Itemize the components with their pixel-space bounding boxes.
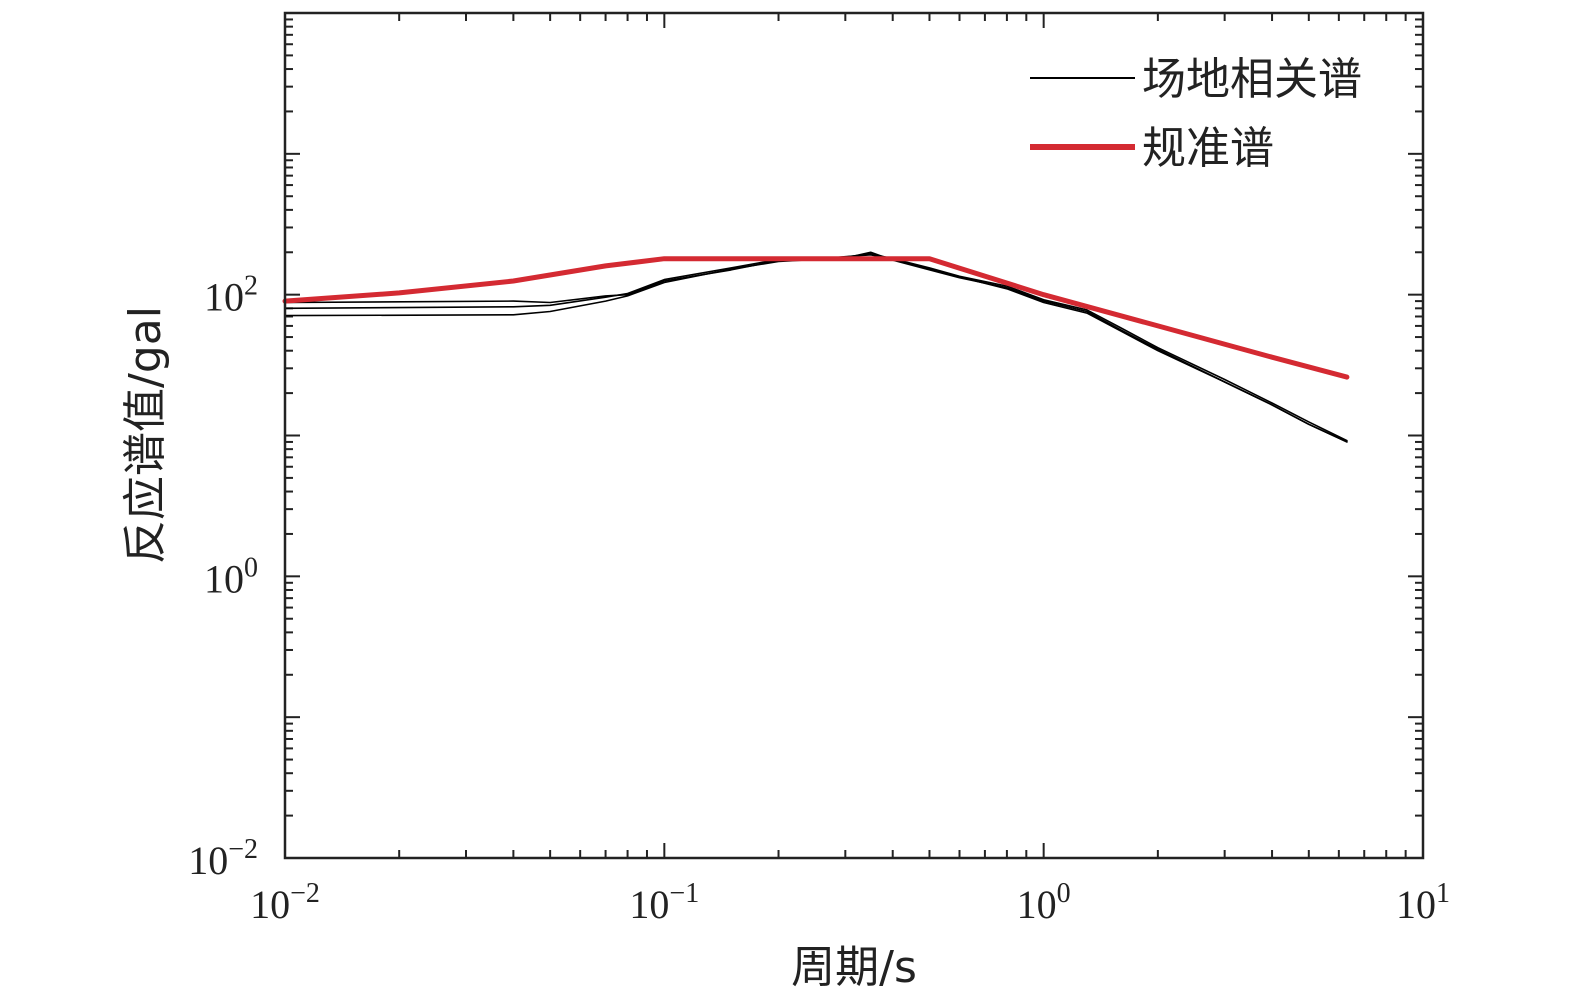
y-tick-label: 102	[204, 271, 258, 320]
series-line-site-spectrum-1	[284, 251, 1348, 443]
series-line-code-spectrum	[282, 256, 1350, 380]
legend: 场地相关谱 规准谱	[1030, 54, 1362, 174]
x-tick-label: 10−1	[629, 878, 699, 927]
x-tick-labels: 10−2 10−1 100 101	[250, 878, 1450, 927]
x-tick-label: 10−2	[250, 878, 320, 927]
legend-label-site-spectrum: 场地相关谱	[1142, 54, 1362, 105]
series-line-site-spectrum-0	[284, 253, 1348, 442]
series-layer	[282, 251, 1350, 443]
x-tick-label: 100	[1017, 878, 1071, 927]
plot-frame	[283, 11, 1425, 860]
y-tick-label: 100	[204, 552, 258, 601]
y-tick-labels: 10−2 100 102	[188, 271, 258, 883]
legend-label-code-spectrum: 规准谱	[1142, 123, 1274, 174]
x-tick-label: 101	[1396, 878, 1450, 927]
x-axis-title: 周期/s	[791, 942, 917, 993]
x-minor-ticks	[284, 13, 1424, 858]
series-line-site-spectrum-2	[284, 254, 1348, 443]
y-axis-title: 反应谱值/gal	[120, 306, 171, 564]
y-minor-ticks	[285, 18, 1423, 859]
y-tick-label: 10−2	[188, 834, 258, 883]
